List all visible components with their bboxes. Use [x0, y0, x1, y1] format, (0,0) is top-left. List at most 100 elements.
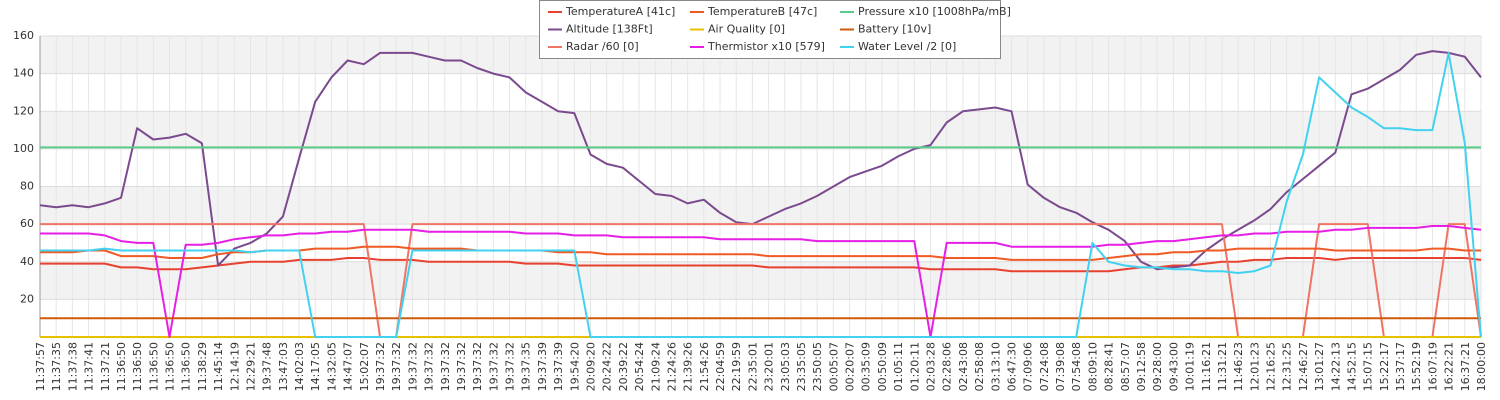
x-tick-label: 19:37:48 — [261, 342, 274, 391]
x-tick-label: 02:28:06 — [941, 342, 954, 391]
x-tick-label: 00:50:09 — [876, 342, 889, 391]
x-tick-label: 09:28:00 — [1151, 342, 1164, 391]
x-tick-label: 14:47:07 — [342, 342, 355, 391]
series-line — [39, 50, 1482, 271]
x-tick-label: 20:24:22 — [601, 342, 614, 391]
x-tick-label: 09:43:00 — [1167, 342, 1180, 391]
x-tick-label: 11:31:21 — [1216, 342, 1229, 391]
x-tick-label: 19:37:32 — [406, 342, 419, 391]
x-tick-label: 08:57:07 — [1119, 342, 1132, 391]
x-tick-label: 12:01:23 — [1248, 342, 1261, 391]
legend-label: Pressure x10 [1008hPa/mB] — [858, 5, 1011, 18]
x-tick-label: 19:37:35 — [520, 342, 533, 391]
grid-band — [40, 261, 1481, 300]
x-tick-label: 16:22:21 — [1443, 342, 1456, 391]
x-tick-label: 15:07:15 — [1362, 342, 1375, 391]
y-tick-label: 100 — [13, 142, 34, 155]
legend-label: Altitude [138Ft] — [566, 23, 653, 36]
x-tick-label: 18:00:00 — [1475, 342, 1488, 391]
x-tick-label: 21:09:24 — [649, 342, 662, 391]
x-tick-label: 11:37:38 — [66, 342, 79, 391]
x-tick-label: 19:37:32 — [487, 342, 500, 391]
x-tick-label: 02:03:28 — [925, 342, 938, 391]
x-tick-label: 12:46:27 — [1297, 342, 1310, 391]
x-tick-label: 00:20:07 — [844, 342, 857, 391]
series-line — [40, 225, 1482, 338]
x-tick-label: 12:16:25 — [1265, 342, 1278, 391]
x-tick-label: 06:47:30 — [1005, 342, 1018, 391]
x-tick-label: 00:05:07 — [827, 342, 840, 391]
x-tick-label: 15:02:07 — [358, 342, 371, 391]
x-tick-label: 21:39:26 — [682, 342, 695, 391]
x-tick-label: 21:54:26 — [698, 342, 711, 391]
y-tick-label: 80 — [20, 180, 34, 193]
x-tick-label: 19:37:32 — [423, 342, 436, 391]
x-tick-label: 07:54:08 — [1070, 342, 1083, 391]
y-tick-label: 140 — [13, 67, 34, 80]
legend-label: Radar /60 [0] — [566, 40, 639, 53]
x-tick-label: 13:01:27 — [1313, 342, 1326, 391]
x-tick-label: 19:37:32 — [439, 342, 452, 391]
legend-label: TemperatureB [47c] — [707, 5, 817, 18]
x-tick-label: 01:20:11 — [908, 342, 921, 391]
x-tick-label: 19:37:32 — [390, 342, 403, 391]
x-tick-label: 10:01:19 — [1184, 342, 1197, 391]
x-tick-label: 12:31:25 — [1281, 342, 1294, 391]
x-tick-label: 07:39:08 — [1054, 342, 1067, 391]
x-tick-label: 11:37:57 — [34, 342, 47, 391]
x-tick-label: 16:07:19 — [1426, 342, 1439, 391]
x-tick-label: 22:19:59 — [730, 342, 743, 391]
x-tick-label: 11:36:50 — [164, 342, 177, 391]
x-tick-label: 11:16:21 — [1200, 342, 1213, 391]
x-tick-label: 07:24:08 — [1038, 342, 1051, 391]
x-tick-label: 14:32:05 — [325, 342, 338, 391]
x-tick-label: 11:38:29 — [196, 342, 209, 391]
x-tick-label: 11:36:50 — [131, 342, 144, 391]
x-tick-label: 13:47:03 — [277, 342, 290, 391]
x-tick-label: 23:05:03 — [779, 342, 792, 391]
grid-band — [40, 186, 1481, 225]
x-tick-label: 19:37:39 — [552, 342, 565, 391]
legend-label: Water Level /2 [0] — [858, 40, 956, 53]
x-tick-label: 20:54:24 — [633, 342, 646, 391]
x-tick-label: 15:52:19 — [1410, 342, 1423, 391]
legend-box — [539, 0, 1001, 59]
x-tick-label: 14:22:13 — [1329, 342, 1342, 391]
x-tick-label: 22:04:59 — [714, 342, 727, 391]
legend-label: Thermistor x10 [579] — [707, 40, 825, 53]
x-tick-label: 19:37:32 — [455, 342, 468, 391]
y-tick-label: 20 — [20, 292, 34, 305]
x-tick-label: 11:46:23 — [1232, 342, 1245, 391]
y-tick-label: 60 — [20, 217, 34, 230]
legend-label: Battery [10v] — [858, 23, 931, 36]
series-line — [40, 257, 1482, 273]
x-tick-label: 02:43:08 — [957, 342, 970, 391]
x-tick-label: 00:35:09 — [860, 342, 873, 391]
x-tick-label: 15:37:17 — [1394, 342, 1407, 391]
x-tick-label: 23:35:05 — [795, 342, 808, 391]
x-tick-label: 19:37:32 — [374, 342, 387, 391]
x-tick-label: 19:37:32 — [504, 342, 517, 391]
legend-label: Air Quality [0] — [708, 23, 785, 36]
x-tick-label: 11:36:50 — [115, 342, 128, 391]
x-tick-label: 08:09:10 — [1086, 342, 1099, 391]
x-tick-label: 23:20:01 — [763, 342, 776, 391]
x-tick-label: 07:09:06 — [1022, 342, 1035, 391]
x-tick-label: 01:05:11 — [892, 342, 905, 391]
y-tick-label: 40 — [20, 255, 34, 268]
y-tick-label: 160 — [13, 29, 34, 42]
x-tick-label: 20:39:22 — [617, 342, 630, 391]
legend-label: TemperatureA [41c] — [565, 5, 675, 18]
x-tick-label: 09:12:58 — [1135, 342, 1148, 391]
x-tick-label: 23:50:05 — [811, 342, 824, 391]
x-tick-label: 14:17:05 — [309, 342, 322, 391]
x-tick-label: 11:36:50 — [147, 342, 160, 391]
x-tick-label: 14:52:15 — [1345, 342, 1358, 391]
x-tick-label: 19:37:32 — [471, 342, 484, 391]
x-tick-label: 11:37:41 — [83, 342, 96, 391]
x-tick-label: 02:58:08 — [973, 342, 986, 391]
x-tick-label: 19:54:20 — [568, 342, 581, 391]
x-tick-label: 08:28:41 — [1103, 342, 1116, 391]
